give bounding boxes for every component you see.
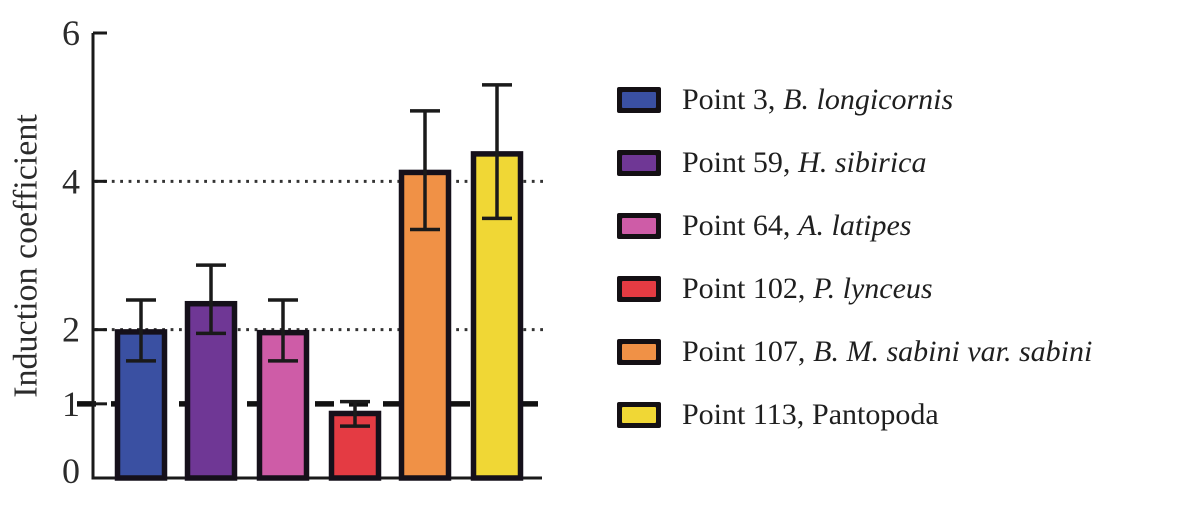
legend-swatch-icon bbox=[617, 338, 661, 365]
y-axis-title: Induction coefficient bbox=[8, 114, 45, 398]
legend: Point 3, B. longicornis Point 59, H. sibir… bbox=[617, 68, 1092, 446]
legend-label: Point 113, Pantopoda bbox=[682, 397, 939, 431]
y-tick-label-2: 2 bbox=[62, 310, 80, 350]
y-tick-label-1: 1 bbox=[62, 384, 80, 424]
legend-item: Point 59, H. sibirica bbox=[617, 131, 1092, 194]
legend-item: Point 3, B. longicornis bbox=[617, 68, 1092, 131]
legend-item: Point 107, B. M. sabini var. sabini bbox=[617, 320, 1092, 383]
y-tick-label-6: 6 bbox=[62, 13, 80, 53]
legend-swatch-icon bbox=[617, 401, 661, 428]
legend-label: Point 59, H. sibirica bbox=[682, 145, 927, 179]
legend-swatch-icon bbox=[617, 149, 661, 176]
y-tick-label-4: 4 bbox=[62, 161, 80, 201]
legend-label: Point 102, P. lynceus bbox=[682, 271, 933, 305]
legend-swatch-icon bbox=[617, 86, 661, 113]
legend-label: Point 64, A. latipes bbox=[682, 208, 912, 242]
legend-swatch-icon bbox=[617, 275, 661, 302]
bar-chart-canvas: 0 1 2 4 6 Induction coefficient bbox=[8, 13, 543, 491]
y-tick-label-0: 0 bbox=[62, 451, 80, 491]
legend-label: Point 107, B. M. sabini var. sabini bbox=[682, 334, 1093, 368]
legend-item: Point 64, A. latipes bbox=[617, 194, 1092, 257]
legend-label: Point 3, B. longicornis bbox=[682, 82, 954, 116]
legend-item: Point 102, P. lynceus bbox=[617, 257, 1092, 320]
legend-item: Point 113, Pantopoda bbox=[617, 383, 1092, 446]
legend-swatch-icon bbox=[617, 212, 661, 239]
